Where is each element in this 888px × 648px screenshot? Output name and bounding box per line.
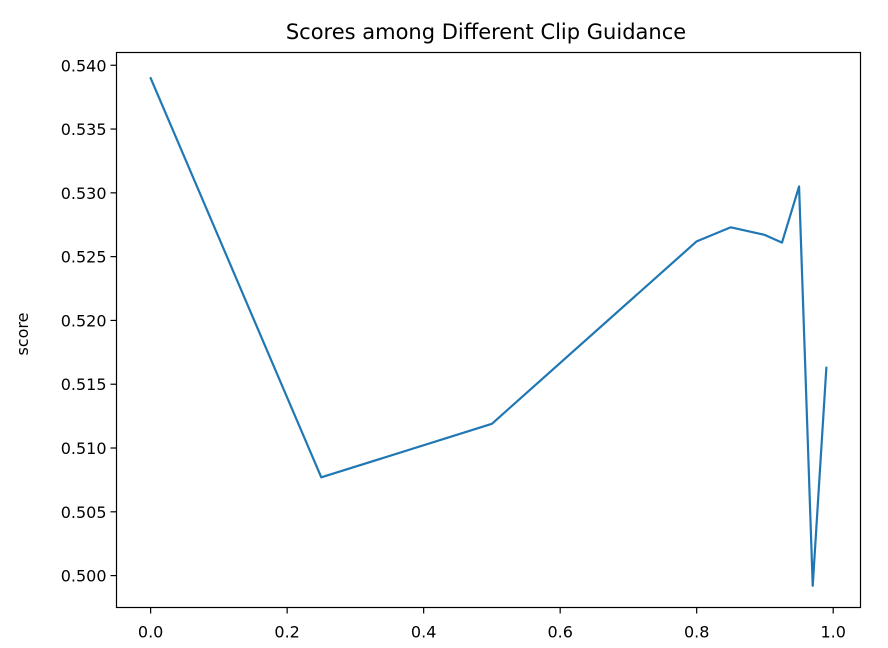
y-tick-label: 0.535 (61, 120, 107, 139)
x-tick-label: 0.2 (274, 623, 299, 642)
plot-frame (115, 51, 862, 609)
y-tick-label: 0.500 (61, 567, 107, 586)
x-tick-label: 0.0 (138, 623, 163, 642)
y-axis-label: score (13, 313, 32, 356)
chart-title: Scores among Different Clip Guidance (286, 20, 686, 44)
y-tick-label: 0.505 (61, 503, 107, 522)
y-tick-label: 0.530 (61, 184, 107, 203)
y-tick-label: 0.540 (61, 56, 107, 75)
x-tick-label: 0.6 (547, 623, 572, 642)
x-tick-label: 1.0 (820, 623, 845, 642)
y-tick-label: 0.510 (61, 439, 107, 458)
y-tick-label: 0.525 (61, 248, 107, 267)
y-tick-label: 0.520 (61, 311, 107, 330)
plot-area: 0.0 0.2 0.4 0.6 0.8 1.0 0.500 0.505 0.510 0.515 0.… (61, 56, 846, 641)
x-tick-label: 0.4 (411, 623, 436, 642)
x-tick-label: 0.8 (684, 623, 709, 642)
series-line (149, 76, 828, 587)
y-tick-label: 0.515 (61, 375, 107, 394)
